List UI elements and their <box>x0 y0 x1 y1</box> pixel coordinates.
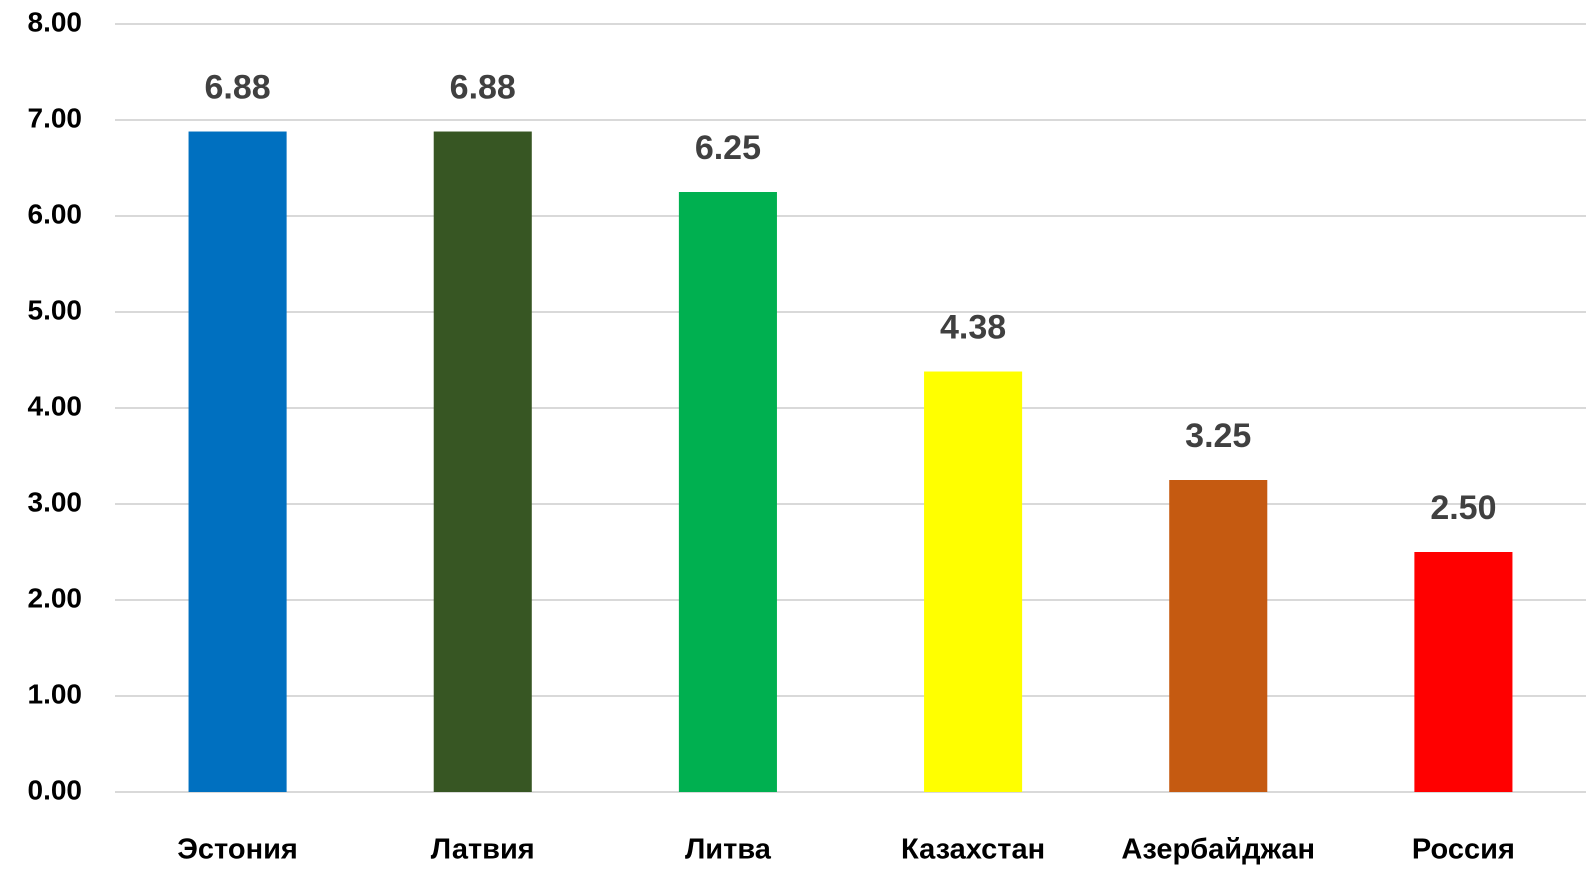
y-tick-label: 6.00 <box>28 198 83 229</box>
y-tick-label: 2.00 <box>28 582 83 613</box>
x-tick-label: Литва <box>685 834 772 866</box>
y-tick-label: 8.00 <box>28 6 83 37</box>
bar <box>188 131 287 792</box>
y-tick-label: 7.00 <box>28 102 83 133</box>
y-tick-label: 4.00 <box>28 390 83 421</box>
x-tick-label: Казахстан <box>901 834 1045 866</box>
x-tick-label: Эстония <box>177 834 298 866</box>
bar <box>1169 480 1268 792</box>
bar <box>433 131 532 792</box>
y-tick-label: 0.00 <box>28 774 83 805</box>
value-label: 4.38 <box>940 309 1006 347</box>
bar <box>1414 552 1513 792</box>
bar <box>924 371 1023 792</box>
x-tick-label: Россия <box>1412 834 1515 866</box>
y-tick-label: 3.00 <box>28 486 83 517</box>
value-label: 2.50 <box>1430 489 1496 527</box>
x-tick-label: Азербайджан <box>1121 834 1315 866</box>
y-tick-label: 1.00 <box>28 678 83 709</box>
y-tick-label: 5.00 <box>28 294 83 325</box>
value-label: 3.25 <box>1185 417 1251 455</box>
value-label: 6.25 <box>695 129 761 167</box>
x-tick-label: Латвия <box>431 834 535 866</box>
value-label: 6.88 <box>450 69 516 107</box>
value-label: 6.88 <box>204 69 270 107</box>
bar <box>678 192 777 792</box>
